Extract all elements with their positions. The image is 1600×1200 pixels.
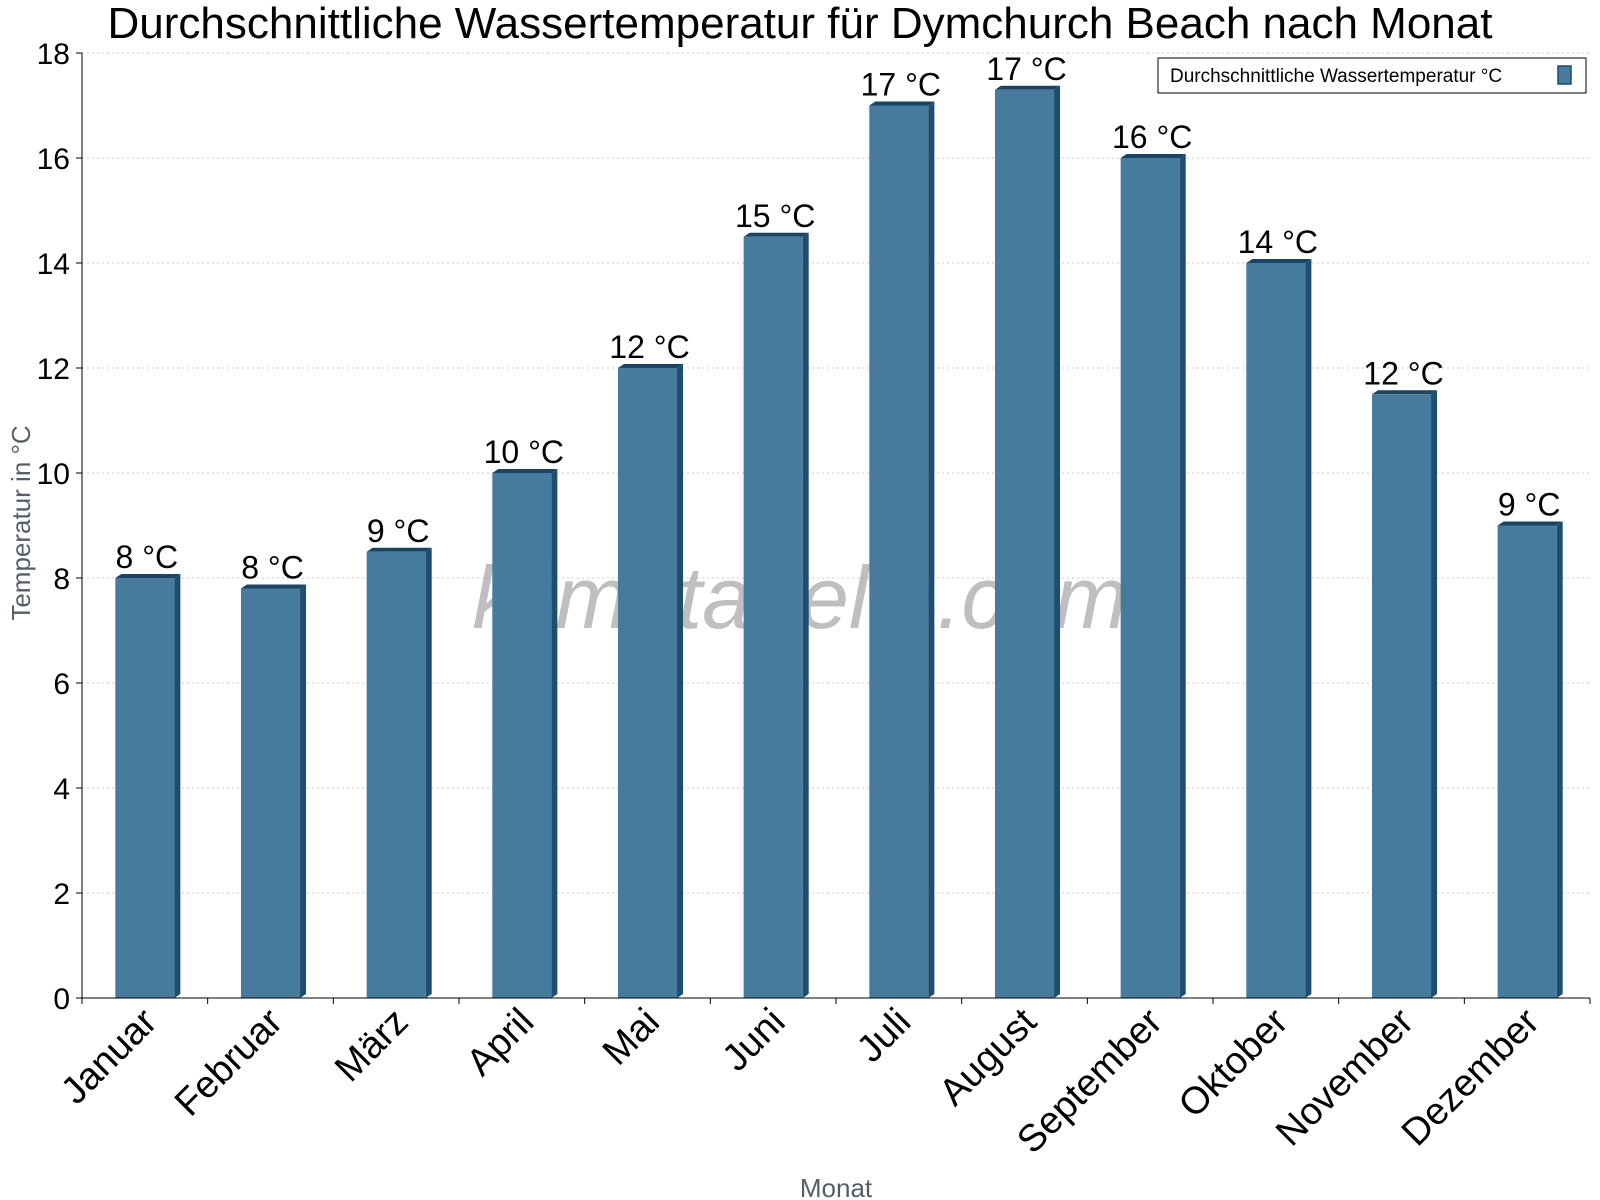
bar-side xyxy=(1431,390,1438,998)
y-tick-label: 18 xyxy=(37,38,70,71)
bar: 17 °C xyxy=(986,51,1067,998)
bar-face xyxy=(869,105,929,998)
bar-side xyxy=(928,101,935,998)
data-label: 17 °C xyxy=(986,51,1066,87)
y-tick-label: 2 xyxy=(53,878,70,911)
bar-face xyxy=(1246,263,1306,998)
bar: 12 °C xyxy=(609,329,690,998)
bar-face xyxy=(994,89,1055,998)
x-category-label: Mai xyxy=(595,1001,668,1074)
x-category-label: April xyxy=(459,1001,542,1084)
bar-face xyxy=(1371,394,1432,998)
bar-face xyxy=(1120,158,1180,998)
bar-top xyxy=(1497,521,1563,526)
bar-top xyxy=(366,547,432,552)
bar-top xyxy=(743,232,809,237)
y-tick-label: 14 xyxy=(37,248,70,281)
legend: Durchschnittliche Wassertemperatur °C xyxy=(1157,57,1587,94)
data-label: 12 °C xyxy=(1363,355,1443,391)
bar: 12 °C xyxy=(1363,355,1444,998)
y-tick-label: 0 xyxy=(53,983,70,1016)
data-label: 12 °C xyxy=(609,329,689,365)
y-tick-label: 16 xyxy=(37,143,70,176)
bar: 17 °C xyxy=(861,67,941,998)
bar-top xyxy=(1120,154,1186,158)
bar-face xyxy=(492,473,552,998)
bar: 9 °C xyxy=(366,513,432,998)
bar-face xyxy=(115,578,175,998)
bar-top xyxy=(1371,390,1438,395)
data-label: 9 °C xyxy=(1498,487,1561,523)
data-label: 17 °C xyxy=(861,67,941,103)
bar-side xyxy=(1305,259,1312,998)
x-category-label: November xyxy=(1268,1000,1422,1154)
chart-title: Durchschnittliche Wassertemperatur für D… xyxy=(108,0,1493,48)
bar: 8 °C xyxy=(115,539,181,998)
bar-top xyxy=(115,574,181,578)
y-axis-ticks: 0 2 4 6 8 10 12 14 16 18 xyxy=(37,38,82,1016)
x-category-label: Januar xyxy=(53,1000,165,1112)
x-axis-title: Monat xyxy=(800,1173,873,1200)
y-axis-title: Temperatur in °C xyxy=(6,425,36,620)
axes xyxy=(81,53,1590,999)
data-label: 16 °C xyxy=(1112,119,1192,155)
data-label: 8 °C xyxy=(241,550,304,586)
bar: 15 °C xyxy=(735,198,815,998)
x-category-label: Februar xyxy=(167,1000,291,1124)
data-label: 8 °C xyxy=(116,539,179,575)
y-tick-label: 12 xyxy=(37,353,70,386)
x-category-label: Dezember xyxy=(1394,1000,1548,1154)
bar-side xyxy=(300,584,307,998)
y-tick-label: 6 xyxy=(53,668,70,701)
bar-top xyxy=(994,85,1061,90)
bar-side xyxy=(174,574,181,998)
bar-side xyxy=(425,547,432,998)
data-label: 10 °C xyxy=(484,434,564,470)
bar-side xyxy=(1179,154,1186,998)
x-category-label: März xyxy=(327,1001,416,1090)
bar-side xyxy=(1054,85,1061,998)
bar-top xyxy=(869,101,935,106)
x-category-label: Juni xyxy=(715,1001,794,1080)
legend-box xyxy=(1157,57,1587,94)
data-label: 14 °C xyxy=(1238,224,1318,260)
bar: 14 °C xyxy=(1238,224,1318,998)
bar-face xyxy=(366,551,426,998)
legend-entry-label: Durchschnittliche Wassertemperatur °C xyxy=(1170,66,1502,87)
bar-side xyxy=(677,364,684,998)
x-category-label: Oktober xyxy=(1171,1000,1297,1126)
bar-top xyxy=(1246,259,1312,263)
bar-top xyxy=(617,364,684,368)
bar: 8 °C xyxy=(240,550,307,998)
x-category-label: August xyxy=(932,1000,1046,1114)
gridlines xyxy=(82,52,1590,894)
bar-face xyxy=(1497,525,1557,998)
bar: 9 °C xyxy=(1497,487,1563,998)
y-tick-label: 10 xyxy=(37,458,70,491)
y-tick-label: 8 xyxy=(53,563,70,596)
data-label: 15 °C xyxy=(735,198,815,234)
bar-side xyxy=(802,232,809,998)
bar-side xyxy=(1556,521,1563,998)
x-category-label: Juli xyxy=(849,1001,919,1071)
bar-face xyxy=(743,236,803,998)
bar-side xyxy=(551,469,558,998)
x-axis-ticks: Januar Februar März April Mai Juni Juli AugustS… xyxy=(53,998,1591,1162)
bar-face xyxy=(617,368,678,998)
bar-top xyxy=(492,469,558,473)
bar: 10 °C xyxy=(484,434,564,998)
bar-top xyxy=(240,584,307,589)
legend-swatch xyxy=(1557,65,1572,85)
y-tick-label: 4 xyxy=(53,773,70,806)
bars: 8 °C 8 °C 9 °C 10 °C 12 °C 15 °C 17 °C 17 °C 16 … xyxy=(115,51,1563,998)
bar: 16 °C xyxy=(1112,119,1192,998)
data-label: 9 °C xyxy=(367,513,430,549)
bar-face xyxy=(240,588,301,998)
